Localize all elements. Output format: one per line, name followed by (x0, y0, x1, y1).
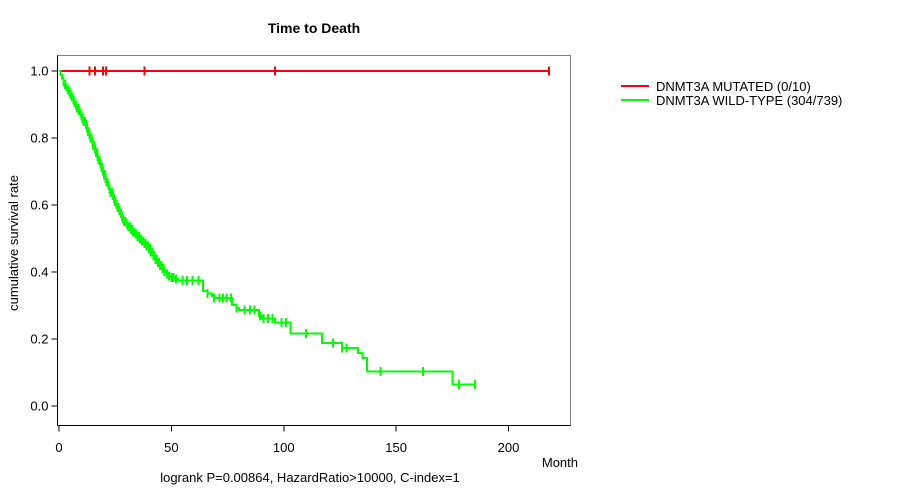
x-tick-label: 200 (498, 440, 520, 455)
y-axis-label: cumulative survival rate (6, 175, 21, 311)
curve-wild-type (59, 70, 475, 386)
y-tick-label: 0.4 (30, 265, 48, 280)
y-tick-label: 0.8 (30, 131, 48, 146)
x-tick-label: 100 (273, 440, 295, 455)
legend-item-wild-type: DNMT3A WILD-TYPE (304/739) (621, 93, 842, 108)
chart-title: Time to Death (268, 20, 360, 36)
legend-label-wild-type: DNMT3A WILD-TYPE (304/739) (656, 93, 842, 108)
x-tick-label: 150 (385, 440, 407, 455)
legend-label-mutated: DNMT3A MUTATED (0/10) (656, 79, 811, 94)
plot-area: 0 50 100 150 200 0.0 0.2 0.4 0.6 0.8 1.0 (30, 55, 571, 455)
y-tick-label: 0.0 (30, 399, 48, 414)
x-axis-label: Month (542, 455, 578, 470)
x-tick-label: 0 (55, 440, 62, 455)
x-tick-label: 50 (164, 440, 178, 455)
logrank-caption: logrank P=0.00864, HazardRatio>10000, C-… (160, 470, 460, 485)
plot-box (57, 55, 571, 426)
y-tick-label: 0.2 (30, 332, 48, 347)
legend-item-mutated: DNMT3A MUTATED (0/10) (621, 79, 811, 94)
legend: DNMT3A MUTATED (0/10) DNMT3A WILD-TYPE (… (621, 79, 842, 108)
y-tick-label: 0.6 (30, 198, 48, 213)
y-tick-label: 1.0 (30, 64, 48, 79)
